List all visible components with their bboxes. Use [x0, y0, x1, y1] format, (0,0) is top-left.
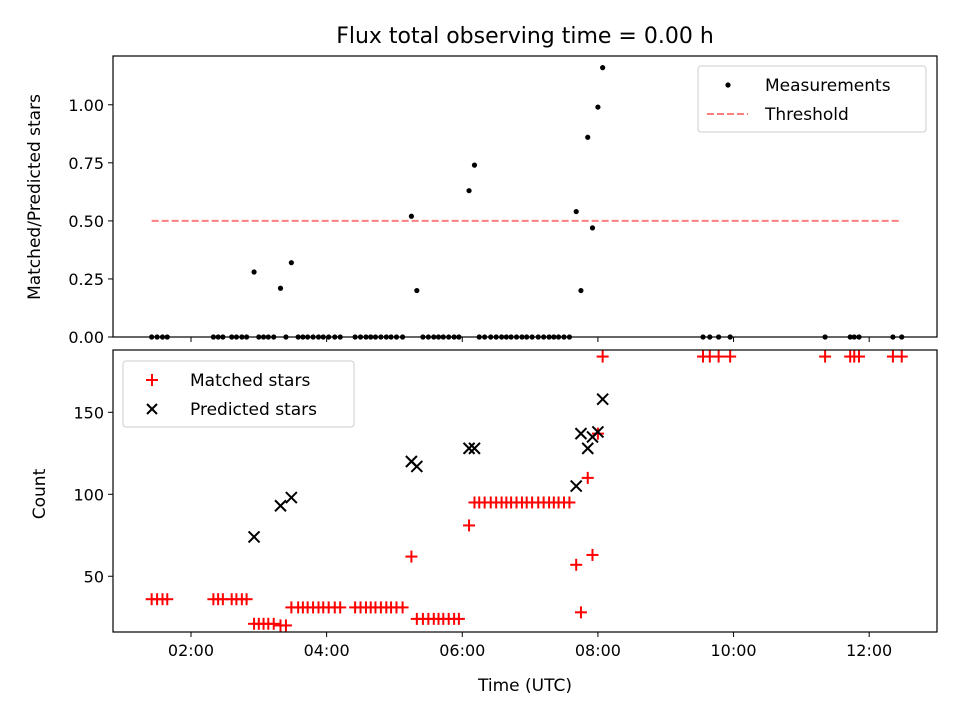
matched-star-point — [452, 612, 465, 625]
matched-star-point — [724, 350, 737, 363]
legend-label-matched: Matched stars — [190, 371, 310, 391]
matched-star-point — [334, 601, 347, 614]
measurement-point — [595, 104, 601, 110]
legend-marker-matched — [146, 374, 158, 386]
top-ytick-label: 0.50 — [68, 212, 104, 231]
matched-star-point — [396, 601, 409, 614]
bottom-ytick-label: 150 — [73, 403, 104, 422]
measurement-point — [578, 287, 584, 294]
top-axes-frame — [112, 55, 938, 338]
matched-star-point — [161, 593, 174, 606]
measurement-point — [589, 225, 596, 231]
predicted-star-point — [285, 491, 298, 504]
measurement-point — [471, 162, 478, 168]
measurement-point — [408, 213, 415, 219]
measurement-point — [277, 285, 284, 291]
matched-star-point — [405, 550, 418, 563]
measurement-point — [288, 260, 294, 266]
predicted-star-point — [462, 442, 476, 455]
measurement-point — [585, 134, 591, 140]
matched-star-point — [267, 617, 280, 630]
predicted-star-point — [581, 442, 594, 455]
predicted-star-point — [247, 530, 261, 544]
chart-title: Flux total observing time = 0.00 h — [336, 24, 714, 49]
legend-marker-predicted — [146, 403, 158, 415]
bottom-ytick-label: 100 — [73, 485, 104, 504]
top-legend-box — [697, 65, 927, 133]
top-plot: 0.00 0.25 0.50 0.75 1.00 — [68, 55, 938, 347]
matched-star-point — [581, 471, 594, 484]
matched-star-point — [853, 350, 866, 363]
xtick-label: 08:00 — [575, 641, 621, 660]
bottom-legend: Matched stars Predicted stars — [122, 360, 355, 428]
legend-label-predicted: Predicted stars — [190, 400, 317, 420]
matched-star-point — [596, 350, 609, 363]
legend-marker-measurements — [725, 82, 731, 88]
measurement-point — [414, 287, 420, 294]
matched-star-point — [563, 496, 576, 509]
xtick-label: 10:00 — [710, 641, 756, 660]
matched-star-point — [712, 350, 725, 363]
measurement-point — [251, 269, 257, 275]
predicted-star-point — [410, 460, 424, 473]
measurement-point — [600, 65, 606, 71]
matched-star-point — [586, 548, 599, 561]
xtick-label: 04:00 — [304, 641, 350, 660]
matched-star-point — [591, 427, 604, 440]
top-ytick-label: 0.00 — [68, 328, 104, 347]
predicted-star-point — [591, 425, 605, 439]
xtick-label: 06:00 — [439, 641, 485, 660]
matched-star-point — [279, 619, 292, 632]
matched-star-point — [574, 606, 587, 619]
bottom-legend-box — [122, 360, 355, 428]
matched-star-point — [463, 519, 476, 532]
top-ytick-label: 0.25 — [68, 270, 104, 289]
bottom-ytick-label: 50 — [84, 567, 104, 586]
matched-star-point — [570, 558, 583, 571]
predicted-star-point — [468, 442, 481, 455]
top-legend: Measurements Threshold — [697, 65, 927, 133]
predicted-star-point — [274, 499, 287, 512]
predicted-star-point — [574, 427, 588, 440]
legend-label-threshold: Threshold — [764, 105, 849, 125]
matched-star-point — [895, 350, 908, 363]
xlabel: Time (UTC) — [477, 676, 572, 696]
predicted-star-point — [596, 392, 609, 406]
bottom-plot: 50 100 150 02:00 04:00 06:00 08:00 10:00 12:00 — [73, 349, 938, 660]
xtick-label: 02:00 — [168, 641, 214, 660]
top-ylabel: Matched/Predicted stars — [25, 94, 45, 300]
xtick-label: 12:00 — [846, 641, 892, 660]
bottom-ylabel: Count — [30, 468, 50, 519]
matched-star-point — [819, 350, 832, 363]
measurement-point — [573, 208, 579, 215]
measurement-point — [466, 188, 472, 194]
predicted-star-point — [569, 479, 583, 493]
top-ytick-label: 1.00 — [68, 96, 104, 115]
legend-label-measurements: Measurements — [765, 76, 891, 96]
matched-star-point — [240, 593, 253, 606]
bottom-axes-frame — [112, 349, 938, 633]
top-ytick-label: 0.75 — [68, 154, 104, 173]
